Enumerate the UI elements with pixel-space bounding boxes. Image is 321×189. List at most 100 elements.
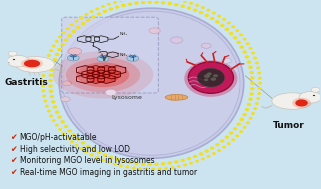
Circle shape [221,140,224,142]
Circle shape [56,41,58,42]
Ellipse shape [66,57,140,92]
Circle shape [249,98,252,100]
Ellipse shape [63,11,240,155]
Circle shape [240,119,243,120]
Circle shape [142,163,145,165]
Ellipse shape [127,55,139,61]
Ellipse shape [188,62,234,93]
Text: S: S [98,50,101,54]
Circle shape [50,69,53,71]
Circle shape [49,85,52,87]
Circle shape [72,134,75,136]
Circle shape [48,110,50,112]
Circle shape [133,167,135,169]
FancyBboxPatch shape [62,17,158,93]
Circle shape [44,100,47,102]
Circle shape [114,2,116,3]
Circle shape [175,4,178,6]
Circle shape [58,49,61,50]
Circle shape [52,101,55,103]
Ellipse shape [169,96,178,101]
Circle shape [148,163,152,165]
Circle shape [122,160,125,162]
Circle shape [218,150,220,151]
Ellipse shape [97,56,109,62]
Ellipse shape [221,58,231,63]
Ellipse shape [67,55,79,61]
Circle shape [52,64,55,66]
Circle shape [56,53,59,55]
Circle shape [257,67,259,69]
Circle shape [82,23,85,25]
Circle shape [116,6,119,8]
Circle shape [49,80,52,81]
Circle shape [216,144,219,146]
Circle shape [187,158,191,160]
Text: ✔: ✔ [10,145,17,154]
Circle shape [42,90,45,92]
Circle shape [80,148,82,149]
Circle shape [252,52,254,54]
Circle shape [233,128,237,130]
Circle shape [211,18,214,19]
Circle shape [52,120,55,121]
Circle shape [158,168,161,170]
Text: ✔: ✔ [10,133,17,142]
Text: Real-time MGO imaging in gastritis and tumor: Real-time MGO imaging in gastritis and t… [20,168,197,177]
Ellipse shape [201,43,211,48]
Circle shape [207,72,212,75]
Circle shape [161,163,165,165]
Circle shape [44,65,47,66]
Circle shape [102,6,104,7]
Circle shape [92,149,95,150]
Circle shape [82,142,85,144]
Ellipse shape [59,8,244,158]
Circle shape [240,46,243,48]
Circle shape [50,50,52,51]
Circle shape [178,0,180,1]
Ellipse shape [165,94,188,100]
Circle shape [232,139,234,141]
Circle shape [59,36,61,38]
Circle shape [259,82,261,84]
Circle shape [66,137,69,139]
Circle shape [71,141,73,143]
Circle shape [49,74,53,76]
Circle shape [184,164,186,166]
Circle shape [102,159,104,161]
Circle shape [247,122,249,124]
Circle shape [181,159,184,161]
Circle shape [61,121,64,123]
Circle shape [52,45,55,47]
Circle shape [237,41,240,43]
Circle shape [63,32,65,33]
Circle shape [207,9,210,11]
Circle shape [190,163,192,164]
Circle shape [155,163,158,165]
Circle shape [256,103,258,104]
Circle shape [202,7,204,8]
Circle shape [105,89,117,96]
Circle shape [223,146,225,148]
Circle shape [240,131,242,132]
Circle shape [178,166,180,167]
Circle shape [247,61,250,63]
Text: NH₂: NH₂ [120,53,128,57]
Circle shape [72,30,75,32]
Circle shape [56,124,58,126]
Ellipse shape [170,37,183,43]
Circle shape [187,7,191,9]
Circle shape [65,39,68,41]
Circle shape [175,161,178,163]
Circle shape [232,26,234,27]
Text: Gastritis: Gastritis [4,78,48,87]
Circle shape [80,17,82,19]
Ellipse shape [24,60,40,67]
Text: ✔: ✔ [10,156,17,165]
Circle shape [122,4,125,6]
Circle shape [120,0,122,2]
Circle shape [77,138,80,140]
Circle shape [87,19,90,21]
Circle shape [66,28,69,29]
Circle shape [43,95,46,97]
